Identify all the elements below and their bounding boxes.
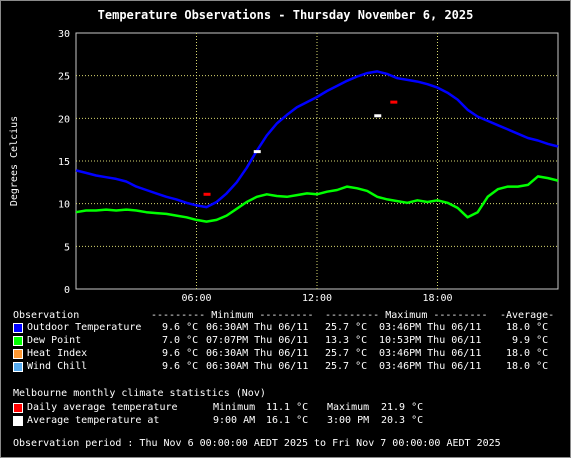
legend-max-time: 03:46PM Thu 06/11 — [379, 322, 482, 333]
y-tick-label: 0 — [64, 285, 70, 296]
climate-right-label: 3:00 PM — [327, 415, 370, 426]
climate-label: Average temperature at — [27, 415, 160, 426]
climate-label: Daily average temperature — [27, 402, 178, 413]
legend-max-value: 25.7 °C — [325, 361, 368, 372]
legend-header-average: -Average- — [500, 310, 555, 321]
series-line-dew-point — [75, 175, 559, 223]
marker-3 — [374, 114, 382, 118]
marker-2 — [253, 150, 261, 154]
x-tick-label: 06:00 — [181, 293, 211, 301]
legend-min-time: 06:30AM Thu 06/11 — [206, 322, 309, 333]
legend-header-maximum: --------- Maximum --------- — [325, 310, 488, 321]
x-tick-label: 12:00 — [302, 293, 332, 301]
legend-header-minimum: --------- Minimum --------- — [151, 310, 314, 321]
y-axis-label: Degrees Celcius — [9, 116, 20, 206]
legend-min-time: 06:30AM Thu 06/11 — [206, 361, 309, 372]
series-line-outdoor-temperature — [75, 70, 559, 209]
legend-max-time: 10:53PM Thu 06/11 — [379, 335, 482, 346]
legend-average: 9.9 °C — [506, 335, 549, 346]
observation-period: Observation period : Thu Nov 6 00:00:00 … — [13, 438, 501, 449]
legend-header-observation: Observation — [13, 310, 80, 321]
climate-left-value: 11.1 °C — [266, 402, 309, 413]
legend-swatch-wind-chill — [13, 362, 23, 372]
legend-min-value: 9.6 °C — [156, 348, 199, 359]
legend-min-value: 9.6 °C — [156, 322, 199, 333]
legend-max-time: 03:46PM Thu 06/11 — [379, 361, 482, 372]
legend-average: 18.0 °C — [506, 322, 549, 333]
legend-min-value: 7.0 °C — [156, 335, 199, 346]
legend-max-value: 25.7 °C — [325, 348, 368, 359]
climate-swatch-average-at — [13, 416, 23, 426]
x-tick-label: 18:00 — [422, 293, 452, 301]
legend-name: Heat Index — [27, 348, 88, 359]
climate-left-value: 16.1 °C — [266, 415, 309, 426]
marker-1 — [390, 100, 398, 104]
legend-average: 18.0 °C — [506, 348, 549, 359]
legend-max-value: 25.7 °C — [325, 322, 368, 333]
chart-title: Temperature Observations - Thursday Nove… — [97, 8, 474, 22]
legend-swatch-heat-index — [13, 349, 23, 359]
y-tick-label: 10 — [58, 200, 70, 211]
temperature-chart: 0 5 10 15 20 25 30 06:00 12:00 18:00 Degrees Celci… — [9, 29, 559, 301]
y-tick-label: 30 — [58, 29, 70, 40]
legend-name: Wind Chill — [27, 361, 88, 372]
legend-name: Dew Point — [27, 335, 82, 346]
climate-right-value: 20.3 °C — [381, 415, 424, 426]
climate-right-label: Maximum — [327, 402, 370, 413]
climate-left-label: 9:00 AM — [213, 415, 256, 426]
legend-max-time: 03:46PM Thu 06/11 — [379, 348, 482, 359]
legend-min-time: 06:30AM Thu 06/11 — [206, 348, 309, 359]
legend-min-time: 07:07PM Thu 06/11 — [206, 335, 309, 346]
y-tick-label: 25 — [58, 72, 70, 83]
legend-max-value: 13.3 °C — [325, 335, 368, 346]
climate-left-label: Minimum — [213, 402, 256, 413]
legend-average: 18.0 °C — [506, 361, 549, 372]
legend-swatch-dew-point — [13, 336, 23, 346]
legend-swatch-outdoor-temperature — [13, 323, 23, 333]
y-tick-label: 15 — [58, 157, 70, 168]
legend-name: Outdoor Temperature — [27, 322, 142, 333]
climate-swatch-daily-average — [13, 403, 23, 413]
y-tick-label: 5 — [64, 242, 70, 253]
climate-title: Melbourne monthly climate statistics (No… — [13, 388, 266, 399]
y-tick-label: 20 — [58, 114, 70, 125]
legend-min-value: 9.6 °C — [156, 361, 199, 372]
marker-0 — [203, 192, 211, 196]
climate-right-value: 21.9 °C — [381, 402, 424, 413]
